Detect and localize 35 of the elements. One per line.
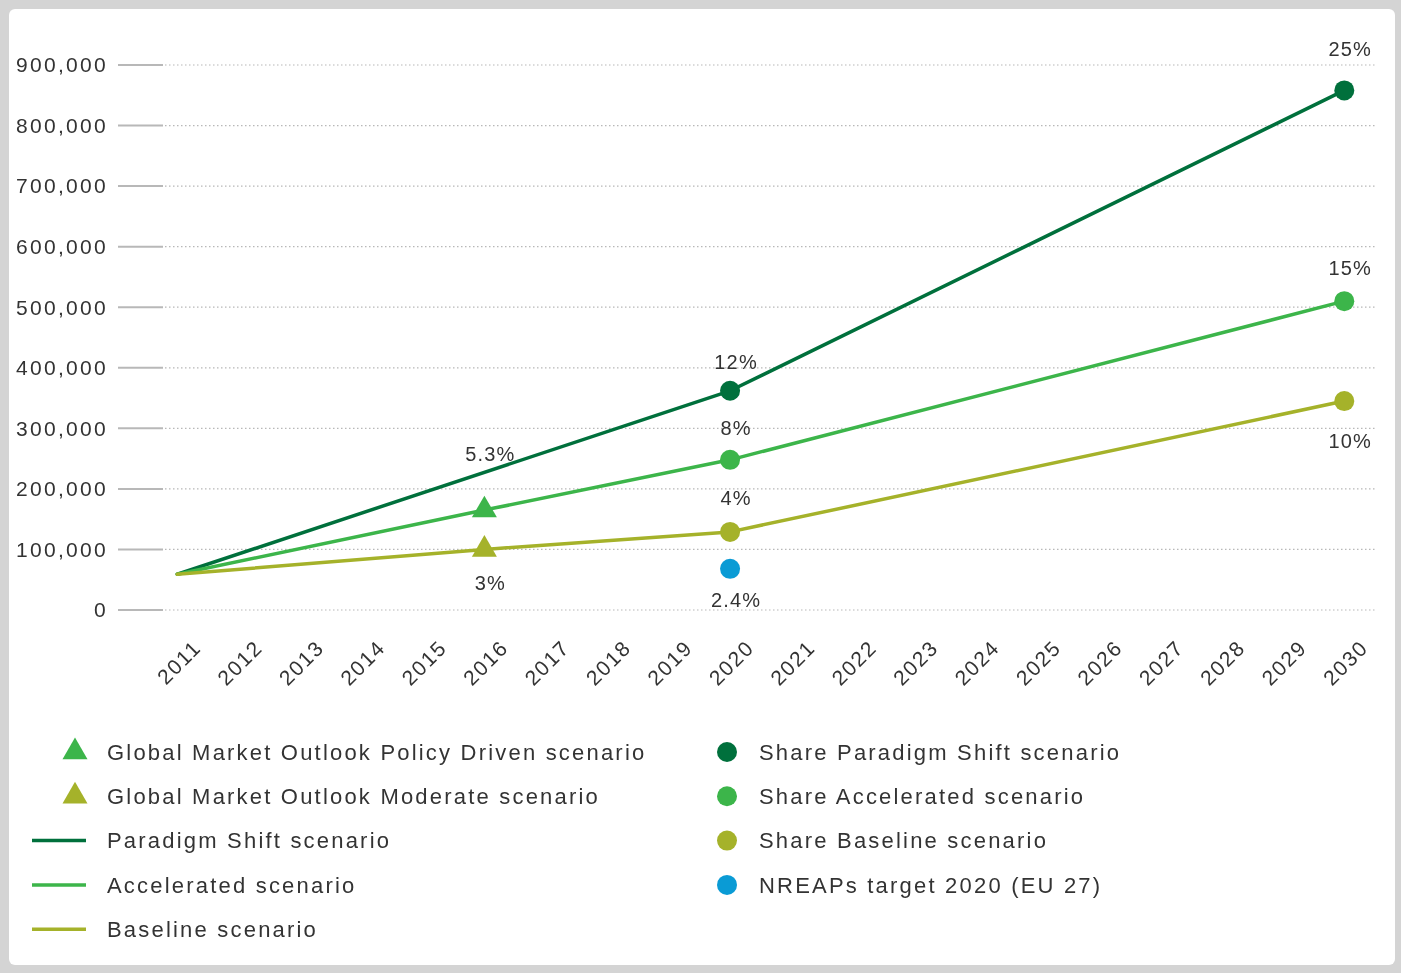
annotation: 2.4% <box>710 588 762 611</box>
legend-label: Share Baseline scenario <box>759 828 1049 854</box>
point <box>1334 80 1355 101</box>
y-tick-label: 800,000 <box>15 113 108 137</box>
y-tick-label: 100,000 <box>15 537 108 561</box>
legend-label: Paradigm Shift scenario <box>107 828 392 854</box>
y-tick-label: 400,000 <box>15 356 108 380</box>
annotation: 25% <box>1328 38 1373 61</box>
point <box>720 521 741 542</box>
point <box>1334 391 1355 412</box>
y-tick-label: 700,000 <box>15 174 108 198</box>
annotation: 15% <box>1328 257 1373 280</box>
annotation: 3% <box>474 572 507 595</box>
y-tick-label: 200,000 <box>15 477 108 501</box>
annotation: 12% <box>714 350 758 373</box>
point <box>720 380 741 401</box>
annotation: 10% <box>1328 430 1373 453</box>
legend-label: Share Accelerated scenario <box>759 784 1086 809</box>
legend-label: Global Market Outlook Moderate scenario <box>107 784 600 809</box>
y-tick-label: 600,000 <box>15 235 108 259</box>
y-tick-label: 0 <box>94 598 108 622</box>
legend-label: NREAPs target 2020 (EU 27) <box>759 872 1103 898</box>
annotation: 4% <box>720 486 752 509</box>
legend-label: Global Market Outlook Policy Driven scenario <box>107 739 647 765</box>
point <box>1334 291 1355 312</box>
point <box>720 449 741 470</box>
point <box>720 558 741 579</box>
legend-label: Accelerated scenario <box>107 872 357 898</box>
annotation: 8% <box>720 416 752 439</box>
y-tick-label: 300,000 <box>15 416 108 440</box>
legend-label: Baseline scenario <box>107 916 319 942</box>
y-tick-label: 500,000 <box>15 295 108 319</box>
annotation: 5.3% <box>465 443 516 466</box>
y-tick-label: 900,000 <box>15 53 108 77</box>
legend-label: Share Paradigm Shift scenario <box>759 739 1122 765</box>
